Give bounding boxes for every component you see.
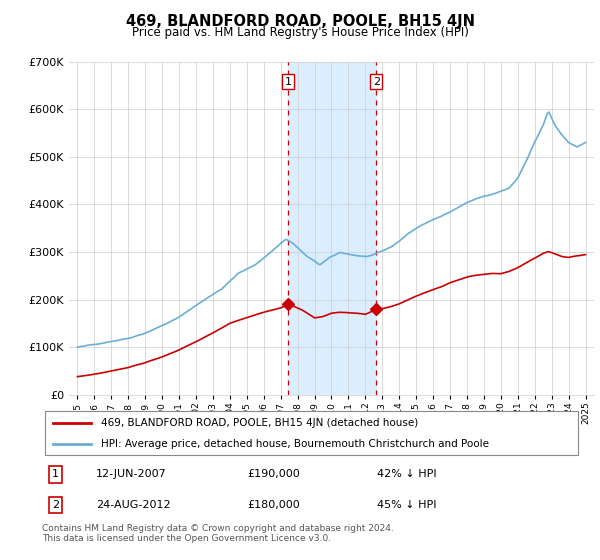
Text: 2: 2	[373, 77, 380, 87]
Text: 42% ↓ HPI: 42% ↓ HPI	[377, 469, 436, 479]
Bar	[288, 62, 376, 395]
Text: 2: 2	[52, 500, 59, 510]
Text: HPI: Average price, detached house, Bournemouth Christchurch and Poole: HPI: Average price, detached house, Bour…	[101, 439, 490, 449]
Text: 12-JUN-2007: 12-JUN-2007	[96, 469, 167, 479]
Text: £180,000: £180,000	[247, 500, 300, 510]
Text: 24-AUG-2012: 24-AUG-2012	[96, 500, 170, 510]
Text: Price paid vs. HM Land Registry's House Price Index (HPI): Price paid vs. HM Land Registry's House …	[131, 26, 469, 39]
Text: 469, BLANDFORD ROAD, POOLE, BH15 4JN (detached house): 469, BLANDFORD ROAD, POOLE, BH15 4JN (de…	[101, 418, 419, 428]
Text: 45% ↓ HPI: 45% ↓ HPI	[377, 500, 436, 510]
FancyBboxPatch shape	[45, 412, 578, 455]
Text: 1: 1	[284, 77, 292, 87]
Text: 469, BLANDFORD ROAD, POOLE, BH15 4JN: 469, BLANDFORD ROAD, POOLE, BH15 4JN	[125, 14, 475, 29]
Text: £190,000: £190,000	[247, 469, 300, 479]
Text: 1: 1	[52, 469, 59, 479]
Text: Contains HM Land Registry data © Crown copyright and database right 2024.
This d: Contains HM Land Registry data © Crown c…	[42, 524, 394, 543]
